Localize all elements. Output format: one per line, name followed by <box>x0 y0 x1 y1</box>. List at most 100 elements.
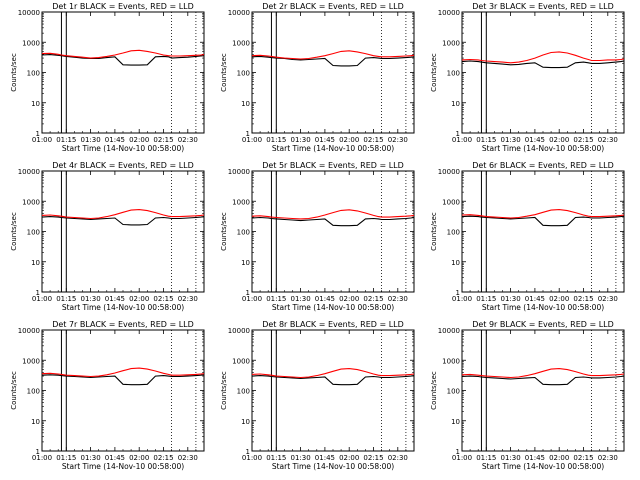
y-tick-label: 1 <box>246 448 250 456</box>
y-tick-label: 100 <box>237 388 250 396</box>
series-line-events <box>41 216 205 226</box>
x-tick-label: 01:15 <box>476 454 496 462</box>
series-line-events <box>461 375 625 386</box>
y-axis-label: Counts/sec <box>10 371 18 410</box>
x-tick-label: 02:00 <box>339 136 359 144</box>
x-axis-label: Start Time (14-Nov-10 00:58:00) <box>62 462 184 471</box>
y-tick-label: 1000 <box>442 357 460 365</box>
y-tick-label: 10 <box>451 259 460 267</box>
x-tick-label: 01:15 <box>56 136 76 144</box>
x-tick-label: 01:30 <box>501 136 521 144</box>
x-axis-label: Start Time (14-Nov-10 00:58:00) <box>272 462 394 471</box>
x-tick-label: 01:30 <box>81 295 101 303</box>
panel-det-4r: Det 4r BLACK = Events, RED = LLD 1 10 100 10… <box>10 161 205 312</box>
x-tick-label: 01:15 <box>266 136 286 144</box>
y-tick-label: 10 <box>31 418 40 426</box>
panel-det-2r: Det 2r BLACK = Events, RED = LLD 1 10 100 10… <box>220 2 415 153</box>
y-tick-label: 10 <box>241 100 250 108</box>
series-line-events <box>41 54 205 66</box>
y-tick-label: 10000 <box>18 9 40 17</box>
x-tick-label: 02:15 <box>153 295 173 303</box>
x-tick-label: 02:00 <box>129 136 149 144</box>
y-tick-label: 10 <box>241 259 250 267</box>
x-tick-label: 01:15 <box>476 295 496 303</box>
series-line-lld <box>251 50 415 60</box>
x-tick-label: 01:00 <box>452 136 472 144</box>
y-tick-label: 10 <box>31 259 40 267</box>
x-tick-label: 02:30 <box>388 454 408 462</box>
panel-title: Det 1r BLACK = Events, RED = LLD <box>52 2 194 11</box>
y-tick-label: 1000 <box>232 39 250 47</box>
series-line-events <box>41 374 205 386</box>
y-tick-label: 1 <box>36 289 40 297</box>
series-line-lld <box>461 368 625 379</box>
y-tick-label: 1000 <box>442 198 460 206</box>
x-axis-label: Start Time (14-Nov-10 00:58:00) <box>482 303 604 312</box>
x-axis-label: Start Time (14-Nov-10 00:58:00) <box>272 144 394 153</box>
x-tick-label: 02:15 <box>573 136 593 144</box>
x-tick-label: 02:30 <box>598 295 618 303</box>
series-line-events <box>461 60 625 69</box>
x-tick-label: 02:00 <box>549 295 569 303</box>
x-tick-label: 01:00 <box>32 454 52 462</box>
x-axis-label: Start Time (14-Nov-10 00:58:00) <box>62 144 184 153</box>
x-tick-label: 02:00 <box>339 295 359 303</box>
x-axis-label: Start Time (14-Nov-10 00:58:00) <box>62 303 184 312</box>
y-tick-label: 100 <box>27 388 40 396</box>
x-tick-label: 02:00 <box>129 295 149 303</box>
series-line-events <box>251 55 415 67</box>
panel-title: Det 5r BLACK = Events, RED = LLD <box>262 161 404 170</box>
x-tick-label: 02:15 <box>363 454 383 462</box>
y-tick-label: 100 <box>447 229 460 237</box>
series-line-events <box>251 216 415 227</box>
series-line-lld <box>251 209 415 220</box>
x-tick-label: 02:15 <box>153 454 173 462</box>
x-tick-label: 01:00 <box>452 295 472 303</box>
y-tick-label: 100 <box>237 70 250 78</box>
y-axis-label: Counts/sec <box>430 53 438 92</box>
x-tick-label: 01:45 <box>525 454 545 462</box>
x-tick-label: 01:00 <box>242 295 262 303</box>
x-axis-label: Start Time (14-Nov-10 00:58:00) <box>482 144 604 153</box>
y-tick-label: 100 <box>27 70 40 78</box>
panel-title: Det 4r BLACK = Events, RED = LLD <box>52 161 194 170</box>
x-tick-label: 02:00 <box>549 136 569 144</box>
y-tick-label: 1 <box>456 289 460 297</box>
y-tick-label: 1 <box>36 448 40 456</box>
panel-title: Det 9r BLACK = Events, RED = LLD <box>472 320 614 329</box>
x-tick-label: 02:15 <box>573 295 593 303</box>
panel-title: Det 3r BLACK = Events, RED = LLD <box>472 2 614 11</box>
x-tick-label: 01:00 <box>242 454 262 462</box>
x-tick-label: 01:30 <box>501 454 521 462</box>
y-tick-label: 1 <box>246 289 250 297</box>
y-tick-label: 1 <box>456 130 460 138</box>
x-tick-label: 01:00 <box>452 454 472 462</box>
x-tick-label: 02:15 <box>363 136 383 144</box>
x-tick-label: 01:30 <box>81 454 101 462</box>
y-tick-label: 10000 <box>228 168 250 176</box>
x-tick-label: 01:15 <box>266 454 286 462</box>
x-axis-label: Start Time (14-Nov-10 00:58:00) <box>482 462 604 471</box>
panel-title: Det 6r BLACK = Events, RED = LLD <box>472 161 614 170</box>
x-tick-label: 01:30 <box>291 454 311 462</box>
y-axis-label: Counts/sec <box>430 212 438 251</box>
y-tick-label: 10 <box>451 418 460 426</box>
y-tick-label: 10000 <box>438 9 460 17</box>
y-tick-label: 1000 <box>22 357 40 365</box>
x-tick-label: 01:45 <box>525 295 545 303</box>
panel-det-7r: Det 7r BLACK = Events, RED = LLD 1 10 100 10… <box>10 320 205 471</box>
y-tick-label: 100 <box>27 229 40 237</box>
y-axis-label: Counts/sec <box>220 371 228 410</box>
y-tick-label: 10 <box>31 100 40 108</box>
x-tick-label: 01:45 <box>315 136 335 144</box>
y-tick-label: 10000 <box>438 168 460 176</box>
panel-det-5r: Det 5r BLACK = Events, RED = LLD 1 10 100 10… <box>220 161 415 312</box>
y-tick-label: 10000 <box>228 9 250 17</box>
x-tick-label: 02:30 <box>598 136 618 144</box>
panel-title: Det 8r BLACK = Events, RED = LLD <box>262 320 404 329</box>
y-tick-label: 1000 <box>232 357 250 365</box>
y-tick-label: 10000 <box>18 168 40 176</box>
y-tick-label: 1000 <box>22 39 40 47</box>
y-tick-label: 1000 <box>442 39 460 47</box>
